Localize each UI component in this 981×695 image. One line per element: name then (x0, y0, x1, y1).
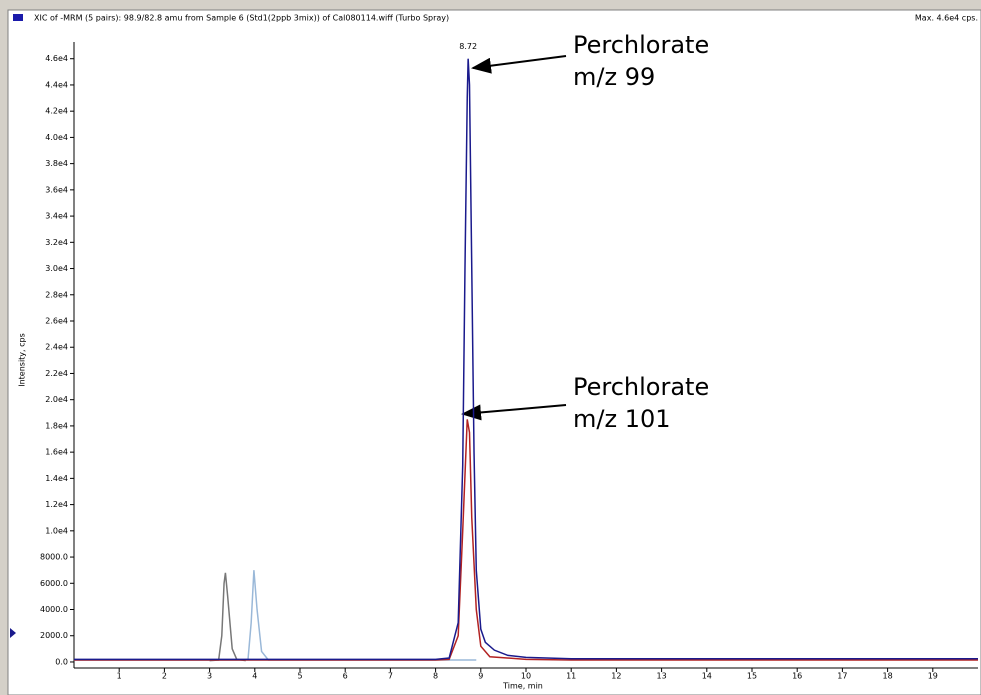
x-tick-label: 8 (433, 672, 438, 681)
x-tick-label: 9 (478, 672, 483, 681)
y-tick-label: 4.6e4 (45, 54, 68, 63)
x-tick-label: 11 (566, 672, 576, 681)
x-tick-label: 6 (343, 672, 348, 681)
y-tick-label: 4.0e4 (45, 133, 68, 142)
x-tick-label: 2 (162, 672, 167, 681)
trace-icon (13, 14, 23, 21)
y-tick-label: 4.4e4 (45, 80, 68, 89)
x-tick-label: 15 (747, 672, 757, 681)
y-tick-label: 3.6e4 (45, 185, 68, 194)
max-label: Max. 4.6e4 cps. (915, 14, 978, 23)
x-tick-label: 7 (388, 672, 393, 681)
x-tick-label: 18 (883, 672, 893, 681)
y-tick-label: 3.8e4 (45, 159, 68, 168)
y-tick-label: 3.4e4 (45, 212, 68, 221)
x-tick-label: 17 (837, 672, 847, 681)
peak-label: 8.72 (459, 42, 477, 51)
y-tick-label: 2.6e4 (45, 317, 68, 326)
y-tick-label: 1.2e4 (45, 500, 68, 509)
y-tick-label: 3.2e4 (45, 238, 68, 247)
chart-title: XIC of -MRM (5 pairs): 98.9/82.8 amu fro… (34, 14, 449, 23)
y-tick-label: 8000.0 (40, 553, 68, 562)
x-tick-label: 3 (207, 672, 212, 681)
annotation: Perchlorate (573, 373, 709, 401)
y-tick-label: 2.0e4 (45, 395, 68, 404)
x-tick-label: 1 (117, 672, 122, 681)
x-tick-label: 14 (702, 672, 712, 681)
x-tick-label: 4 (252, 672, 257, 681)
annotation-arrow (461, 404, 567, 421)
trace (74, 58, 978, 661)
y-tick-label: 1.4e4 (45, 474, 68, 483)
annotation: m/z 99 (573, 63, 655, 91)
y-tick-label: 1.6e4 (45, 448, 68, 457)
y-axis-label: Intensity, cps (18, 333, 27, 387)
x-tick-label: 10 (521, 672, 531, 681)
y-tick-label: 1.8e4 (45, 421, 68, 430)
annotation: m/z 101 (573, 405, 671, 433)
y-tick-label: 2.8e4 (45, 290, 68, 299)
x-tick-label: 16 (792, 672, 802, 681)
annotation: Perchlorate (573, 31, 709, 59)
y-tick-label: 0.0 (55, 657, 68, 666)
y-tick-label: 6000.0 (40, 579, 68, 588)
y-tick-label: 4.2e4 (45, 107, 68, 116)
x-tick-label: 12 (611, 672, 621, 681)
x-tick-label: 13 (657, 672, 667, 681)
x-tick-label: 5 (297, 672, 302, 681)
chart-panel (7, 9, 981, 695)
annotation-arrow (471, 55, 567, 74)
x-tick-label: 19 (928, 672, 938, 681)
y-tick-label: 4000.0 (40, 605, 68, 614)
axis-marker (10, 628, 16, 638)
plot-area: 0.0 2000.0 4000.0 6000.0 8000.0 1.0e4 1.2e4 1.4… (40, 42, 978, 681)
y-tick-label: 2.2e4 (45, 369, 68, 378)
y-tick-label: 2.4e4 (45, 343, 68, 352)
trace (209, 572, 246, 662)
x-axis-label: Time, min (502, 682, 543, 691)
y-tick-label: 3.0e4 (45, 264, 68, 273)
y-tick-label: 2000.0 (40, 631, 68, 640)
y-tick-label: 1.0e4 (45, 526, 68, 535)
